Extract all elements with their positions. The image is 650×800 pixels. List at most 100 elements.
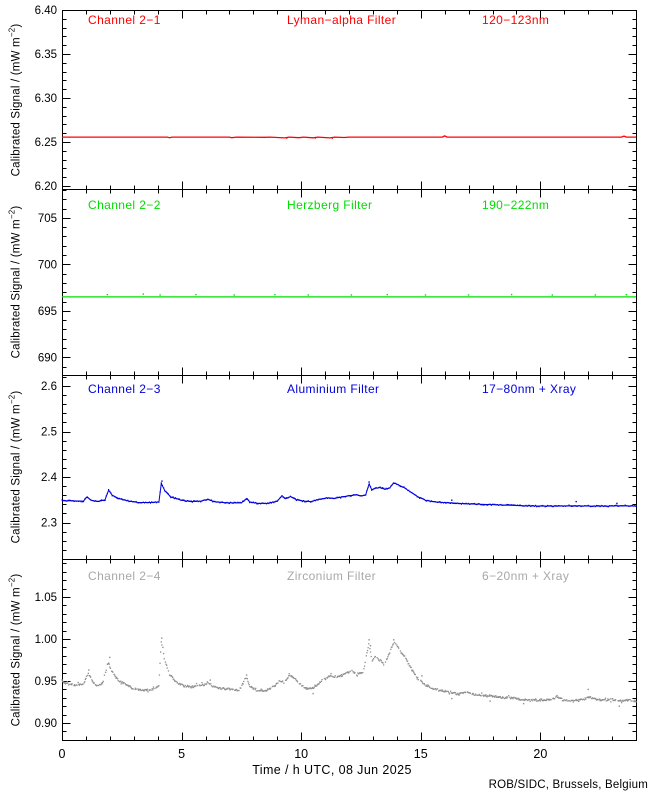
series-dot: [324, 497, 326, 500]
series-dot: [78, 683, 80, 685]
series-dot: [340, 675, 342, 677]
series-dot: [158, 674, 161, 676]
series-dot: [288, 496, 290, 498]
series-dot: [511, 504, 513, 506]
series-dot: [398, 647, 400, 649]
series-dot: [320, 680, 323, 682]
series-dot: [576, 505, 578, 507]
series-dot: [387, 654, 390, 656]
series-dot: [568, 504, 570, 506]
series-dot: [102, 680, 104, 682]
series-dot: [452, 502, 454, 504]
series-dot: [212, 685, 214, 687]
series-dot: [99, 499, 101, 502]
series-dot: [595, 698, 597, 700]
series-dot: [171, 496, 173, 498]
series-dot: [445, 691, 447, 693]
series-dot: [143, 690, 145, 692]
series-dot: [319, 681, 321, 683]
series-dot: [635, 701, 637, 703]
series-dot: [200, 684, 202, 686]
series-dot: [363, 494, 366, 496]
series-dot: [502, 697, 504, 699]
series-dot: [386, 658, 388, 661]
series-dot: [457, 692, 459, 694]
outlier-dot: [368, 639, 370, 641]
panel1-frame-and-ticks: [62, 10, 637, 190]
series-dot: [572, 701, 574, 703]
series-dot: [341, 675, 343, 678]
series-dot: [358, 494, 360, 496]
series-dot: [133, 501, 135, 503]
series-dot: [371, 660, 373, 662]
series-dot: [578, 505, 580, 507]
series-dot: [137, 688, 139, 690]
series-dot: [213, 500, 215, 502]
series-dot: [238, 689, 240, 692]
series-dot: [391, 484, 393, 486]
series-dot: [494, 696, 496, 698]
series-dot: [235, 688, 238, 691]
series-dot: [139, 502, 141, 504]
series-dot: [425, 685, 427, 687]
series-dot: [438, 501, 440, 503]
series-dot: [382, 662, 384, 664]
series-dot: [623, 505, 625, 507]
series-dot: [436, 688, 439, 690]
series-dot: [132, 688, 134, 690]
series-dot: [244, 499, 246, 501]
x-tick-label: 0: [59, 747, 66, 761]
outlier-dot: [331, 137, 333, 139]
series-dot: [124, 499, 126, 501]
series-dot: [221, 501, 223, 503]
series-dot: [102, 682, 104, 684]
series-dot: [630, 505, 632, 507]
series-dot: [579, 505, 581, 507]
series-dot: [226, 501, 228, 503]
series-dot: [258, 502, 260, 504]
series-dot: [115, 676, 118, 678]
series-dot: [326, 497, 329, 499]
series-dot: [422, 683, 424, 685]
series-dot: [83, 682, 85, 684]
outlier-dot: [245, 674, 248, 676]
series-dot: [420, 679, 422, 681]
series-dot: [209, 499, 211, 501]
series-dot: [313, 687, 315, 689]
series-dot: [444, 501, 446, 503]
series-dot: [300, 500, 302, 502]
series-dot: [206, 499, 208, 501]
series-dot: [585, 698, 587, 700]
panel2-series: [62, 293, 636, 298]
series-dot: [223, 687, 225, 689]
series-dot: [611, 505, 613, 507]
series-dot: [626, 698, 628, 701]
series-dot: [301, 500, 303, 503]
series-dot: [408, 489, 410, 491]
series-dot: [88, 675, 91, 677]
series-dot: [601, 699, 603, 702]
series-dot: [352, 494, 354, 496]
series-dot: [542, 504, 544, 507]
series-dot: [291, 675, 293, 677]
series-dot: [539, 698, 541, 701]
panel3-series: [61, 480, 637, 508]
series-dot: [253, 502, 256, 504]
series-dot: [283, 682, 285, 684]
series-dot: [66, 682, 68, 684]
series-dot: [456, 694, 458, 696]
series-dot: [456, 502, 458, 505]
series-dot: [411, 492, 413, 494]
series-dot: [117, 498, 119, 500]
series-dot: [231, 502, 233, 504]
series-dot: [244, 678, 246, 680]
series-dot: [181, 499, 183, 501]
series-dot: [393, 482, 395, 484]
series-dot: [61, 679, 63, 681]
series-dot: [207, 681, 209, 684]
series-dot: [563, 700, 565, 702]
outlier-dot: [451, 499, 453, 501]
series-dot: [380, 487, 382, 489]
series-dot: [71, 500, 73, 502]
series-dot: [521, 505, 523, 507]
